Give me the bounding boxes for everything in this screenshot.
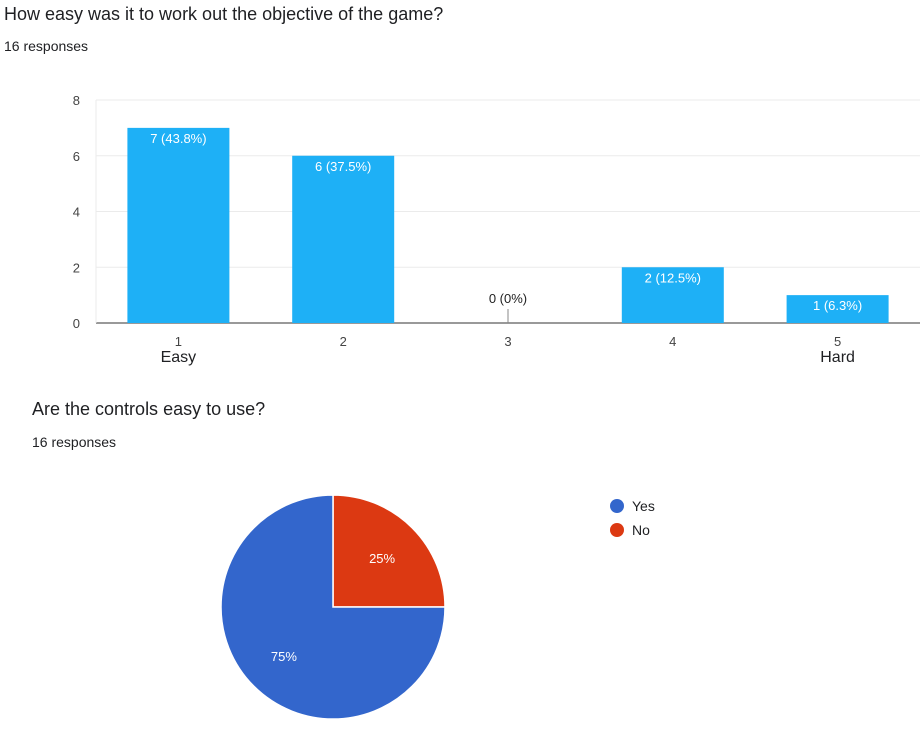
question-1-response-count: 16 responses xyxy=(4,38,89,54)
pie-slice-no xyxy=(332,494,446,608)
bar-data-label: 2 (12.5%) xyxy=(645,270,701,285)
legend-dot-yes xyxy=(610,499,624,513)
pie-slice-yes xyxy=(220,494,446,720)
pie-chart: 25% 75% xyxy=(220,494,446,720)
bar-5 xyxy=(786,295,889,323)
legend-item-no[interactable]: No xyxy=(610,518,655,542)
y-tick-label: 2 xyxy=(73,260,80,275)
y-tick-label: 6 xyxy=(73,149,80,164)
bar-1 xyxy=(127,127,230,323)
pie-slice-label: 25% xyxy=(369,551,395,566)
bar-data-label: 7 (43.8%) xyxy=(150,131,206,146)
bar-2 xyxy=(292,155,395,323)
y-tick-label: 4 xyxy=(73,205,80,220)
x-tick-sublabel: Hard xyxy=(820,349,855,366)
pie-legend: Yes No xyxy=(610,494,655,542)
question-2-title: Are the controls easy to use? xyxy=(32,399,266,419)
legend-label-no: No xyxy=(632,522,650,538)
question-1-title: How easy was it to work out the objectiv… xyxy=(4,4,444,24)
x-tick-label: 1 xyxy=(175,334,182,349)
x-tick-label: 2 xyxy=(340,334,347,349)
x-tick-label: 3 xyxy=(504,334,511,349)
pie-slice-label: 75% xyxy=(271,649,297,664)
x-tick-label: 5 xyxy=(834,334,841,349)
bar-data-label: 0 (0%) xyxy=(489,291,527,306)
question-2-response-count: 16 responses xyxy=(32,434,117,450)
x-tick-label: 4 xyxy=(669,334,676,349)
bar-data-label: 1 (6.3%) xyxy=(813,298,862,313)
y-tick-label: 0 xyxy=(73,316,80,331)
bar-data-label: 6 (37.5%) xyxy=(315,159,371,174)
legend-label-yes: Yes xyxy=(632,498,655,514)
bar-4 xyxy=(621,267,724,323)
legend-item-yes[interactable]: Yes xyxy=(610,494,655,518)
y-tick-label: 8 xyxy=(73,93,80,108)
x-tick-sublabel: Easy xyxy=(161,349,197,366)
legend-dot-no xyxy=(610,523,624,537)
